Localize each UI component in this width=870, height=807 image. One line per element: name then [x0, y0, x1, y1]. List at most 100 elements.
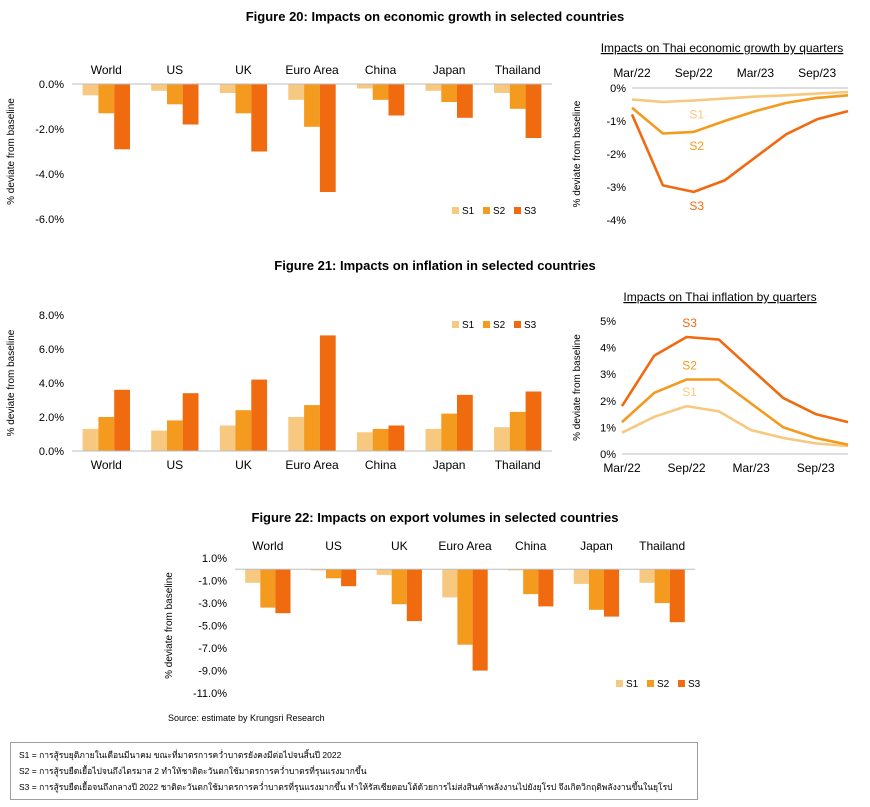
inflation-bar-s2 — [509, 411, 526, 451]
thai-growth-series-label-s1: S1 — [689, 108, 704, 122]
growth-bar-s1 — [219, 84, 236, 93]
growth-bar-s1 — [82, 84, 99, 96]
inflation-legend-swatch-s3 — [514, 321, 521, 328]
inflation-bar-s1 — [82, 428, 99, 451]
thai-growth-x-tick-label: Mar/22 — [613, 66, 651, 80]
growth-bar-s1 — [288, 84, 305, 100]
exports-legend-label-s1: S1 — [626, 679, 639, 690]
inflation-legend-label-s1: S1 — [462, 320, 475, 331]
growth-bar-s3 — [319, 84, 336, 192]
exports-bar-s3 — [538, 569, 554, 607]
exports-category-label: Euro Area — [438, 539, 492, 553]
exports-legend-label-s3: S3 — [688, 679, 701, 690]
growth-bar-chart: % deviate from baseline 0.0% -2.0% -4.0% -6.… — [6, 63, 552, 226]
growth-y-tick-label: -6.0% — [35, 214, 64, 226]
thai-inflation-series-label-s1: S1 — [682, 385, 697, 399]
exports-bar-s3 — [406, 569, 422, 622]
exports-bar-s1 — [639, 569, 655, 583]
thai-inflation-x-tick-label: Mar/22 — [603, 461, 641, 475]
thai-growth-y-tick-label: -2% — [606, 149, 626, 161]
inflation-legend-label-s2: S2 — [493, 320, 506, 331]
growth-category-label: US — [167, 63, 184, 77]
growth-legend-swatch-s2 — [483, 207, 490, 214]
thai-growth-line-s3 — [630, 109, 849, 194]
inflation-bar-s3 — [251, 379, 268, 451]
inflation-category-label: US — [167, 458, 184, 472]
exports-y-tick-label: -9.0% — [198, 666, 227, 678]
exports-bar-s2 — [326, 569, 342, 579]
exports-bar-s1 — [245, 569, 261, 583]
growth-bar-s3 — [182, 84, 199, 125]
exports-y-tick-label: -3.0% — [198, 598, 227, 610]
note-s3: S3 = การสู้รบยืดเยื้อจนถึงกลางปี 2022 ชา… — [19, 782, 673, 792]
inflation-legend-swatch-s2 — [483, 321, 490, 328]
thai-inflation-line-chart: Impacts on Thai inflation by quarters % d… — [572, 290, 849, 475]
inflation-bar-s3 — [457, 394, 473, 451]
exports-bar-s3 — [341, 569, 357, 587]
growth-bar-s1 — [494, 84, 510, 93]
inflation-y-tick-label: 4.0% — [39, 378, 64, 390]
thai-growth-line-chart: Impacts on Thai economic growth by quart… — [572, 41, 849, 227]
exports-y-tick-label: -1.0% — [198, 576, 227, 588]
thai-inflation-y-tick-label: 4% — [600, 343, 616, 355]
inflation-category-label: Euro Area — [285, 458, 339, 472]
thai-inflation-series-label-s2: S2 — [682, 359, 697, 373]
thai-growth-x-tick-label: Sep/22 — [675, 66, 713, 80]
note-s1: S1 = การสู้รบยุติภายในเดือนมีนาคม ขณะที่… — [19, 750, 342, 760]
thai-growth-y-axis-label: % deviate from baseline — [572, 100, 583, 207]
thai-inflation-x-tick-label: Mar/23 — [732, 461, 770, 475]
exports-bar-s3 — [472, 569, 488, 671]
thai-inflation-y-tick-label: 5% — [600, 316, 616, 328]
inflation-bar-s2 — [235, 410, 252, 451]
growth-bar-s2 — [372, 84, 389, 100]
inflation-category-label: UK — [235, 458, 252, 472]
source-note: Source: estimate by Krungsri Research — [168, 713, 325, 723]
thai-growth-y-tick-label: -3% — [606, 182, 626, 194]
growth-bar-s2 — [98, 84, 115, 114]
exports-legend-swatch-s2 — [647, 680, 654, 687]
exports-bar-s2 — [654, 569, 670, 604]
exports-bar-s2 — [457, 569, 473, 645]
inflation-bar-s2 — [167, 420, 183, 451]
exports-bar-s2 — [391, 569, 407, 605]
inflation-bar-s2 — [372, 428, 389, 451]
exports-bar-s1 — [508, 569, 524, 571]
inflation-bar-chart: % deviate from baseline 0.0% 2.0% 4.0% 6.0% 8… — [6, 310, 552, 472]
inflation-y-axis-label: % deviate from baseline — [6, 329, 17, 436]
inflation-y-tick-label: 8.0% — [39, 310, 64, 322]
exports-legend-swatch-s3 — [678, 680, 685, 687]
thai-inflation-y-tick-label: 2% — [600, 396, 616, 408]
exports-legend-label-s2: S2 — [657, 679, 670, 690]
thai-inflation-line-s3 — [620, 335, 849, 424]
inflation-bar-s3 — [182, 393, 199, 451]
inflation-bar-s2 — [304, 405, 320, 451]
growth-bar-s1 — [356, 84, 373, 89]
thai-growth-line-s2 — [631, 94, 849, 135]
exports-legend-swatch-s1 — [616, 680, 623, 687]
inflation-y-tick-label: 6.0% — [39, 344, 64, 356]
inflation-category-label: China — [365, 458, 397, 472]
inflation-bar-s2 — [98, 417, 115, 451]
exports-bar-s1 — [376, 569, 392, 575]
exports-category-label: Japan — [580, 539, 613, 553]
thai-inflation-y-tick-label: 0% — [600, 449, 616, 461]
inflation-bar-s1 — [288, 417, 305, 451]
growth-bar-s3 — [525, 84, 542, 138]
thai-growth-y-tick-label: -4% — [606, 215, 626, 227]
growth-y-tick-label: 0.0% — [39, 79, 64, 91]
thai-inflation-y-axis-label: % deviate from baseline — [572, 334, 583, 441]
growth-legend-swatch-s3 — [514, 207, 521, 214]
inflation-bar-s3 — [319, 335, 336, 451]
exports-y-tick-label: -7.0% — [198, 643, 227, 655]
thai-inflation-y-tick-label: 3% — [600, 369, 616, 381]
growth-y-tick-label: -2.0% — [35, 124, 64, 136]
inflation-bar-s1 — [151, 430, 167, 451]
growth-bar-s3 — [251, 84, 268, 152]
exports-bar-s2 — [523, 569, 539, 595]
thai-inflation-line-s2 — [621, 378, 849, 446]
thai-growth-series-label-s3: S3 — [689, 199, 704, 213]
thai-inflation-series-label-s3: S3 — [682, 316, 697, 330]
inflation-category-label: World — [91, 458, 122, 472]
growth-y-axis-label: % deviate from baseline — [6, 98, 17, 205]
inflation-bar-s3 — [525, 391, 542, 451]
